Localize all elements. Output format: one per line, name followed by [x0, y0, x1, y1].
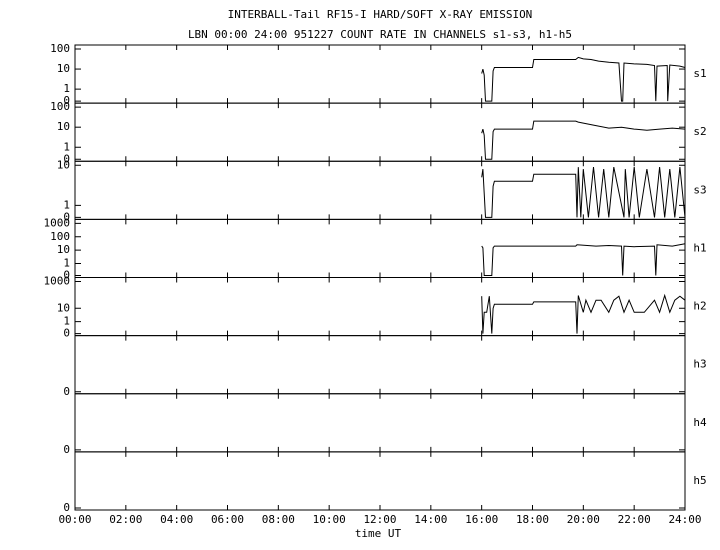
chart-title: INTERBALL-Tail RF15-I HARD/SOFT X-RAY EM… [228, 8, 533, 21]
y-tick-label: 100 [50, 42, 70, 55]
data-line [481, 167, 686, 218]
y-tick-label: 10 [57, 243, 70, 256]
panel-frame [74, 393, 686, 453]
x-tick-label: 06:00 [211, 513, 244, 526]
y-tick-label: 1 [63, 140, 70, 153]
y-tick-label: 10 [57, 120, 70, 133]
y-tick-label: 10 [57, 158, 70, 171]
x-tick-label: 00:00 [58, 513, 91, 526]
data-line [481, 293, 686, 334]
panel-label: h1 [693, 241, 706, 254]
x-tick-label: 04:00 [160, 513, 193, 526]
x-tick-label: 24:00 [668, 513, 701, 526]
y-tick-label: 1 [63, 198, 70, 211]
panel-frame [74, 44, 686, 104]
chart-subtitle: LBN 00:00 24:00 951227 COUNT RATE IN CHA… [188, 28, 572, 41]
y-tick-label: 0 [63, 152, 70, 165]
x-axis-label: time UT [355, 527, 402, 540]
x-tick-label: 02:00 [109, 513, 142, 526]
y-tick-label: 1000 [44, 216, 71, 229]
x-tick-label: 16:00 [465, 513, 498, 526]
x-tick-label: 10:00 [313, 513, 346, 526]
y-tick-label: 1 [63, 257, 70, 270]
y-tick-label: 0 [63, 327, 70, 340]
x-tick-label: 20:00 [567, 513, 600, 526]
panel-frame [74, 335, 686, 395]
y-tick-label: 10 [57, 301, 70, 314]
y-tick-label: 100 [50, 230, 70, 243]
panel-label: h2 [693, 300, 706, 313]
panel-label: h3 [693, 358, 706, 371]
y-tick-label: 0 [63, 269, 70, 282]
panel-label: h5 [693, 474, 706, 487]
y-tick-label: 0 [63, 385, 70, 398]
x-tick-label: 14:00 [414, 513, 447, 526]
y-tick-label: 0 [63, 94, 70, 107]
panel-label: s1 [693, 67, 706, 80]
y-tick-label: 0 [63, 501, 70, 514]
y-tick-label: 10 [57, 62, 70, 75]
y-tick-label: 1 [63, 82, 70, 95]
data-line [481, 120, 686, 160]
panel-label: h4 [693, 416, 707, 429]
y-tick-label: 1000 [44, 275, 71, 288]
y-tick-label: 1 [63, 315, 70, 328]
x-tick-label: 18:00 [516, 513, 549, 526]
panel-frame [74, 218, 686, 278]
panel-frame [74, 451, 686, 511]
panel-label: s3 [693, 183, 706, 196]
x-tick-label: 12:00 [363, 513, 396, 526]
data-line [481, 243, 686, 276]
x-tick-label: 08:00 [262, 513, 295, 526]
panel-frame [74, 102, 686, 162]
y-tick-label: 0 [63, 210, 70, 223]
y-tick-label: 0 [63, 443, 70, 456]
y-tick-label: 100 [50, 100, 70, 113]
data-line [481, 56, 686, 102]
x-tick-label: 22:00 [618, 513, 651, 526]
panel-label: s2 [693, 125, 706, 138]
